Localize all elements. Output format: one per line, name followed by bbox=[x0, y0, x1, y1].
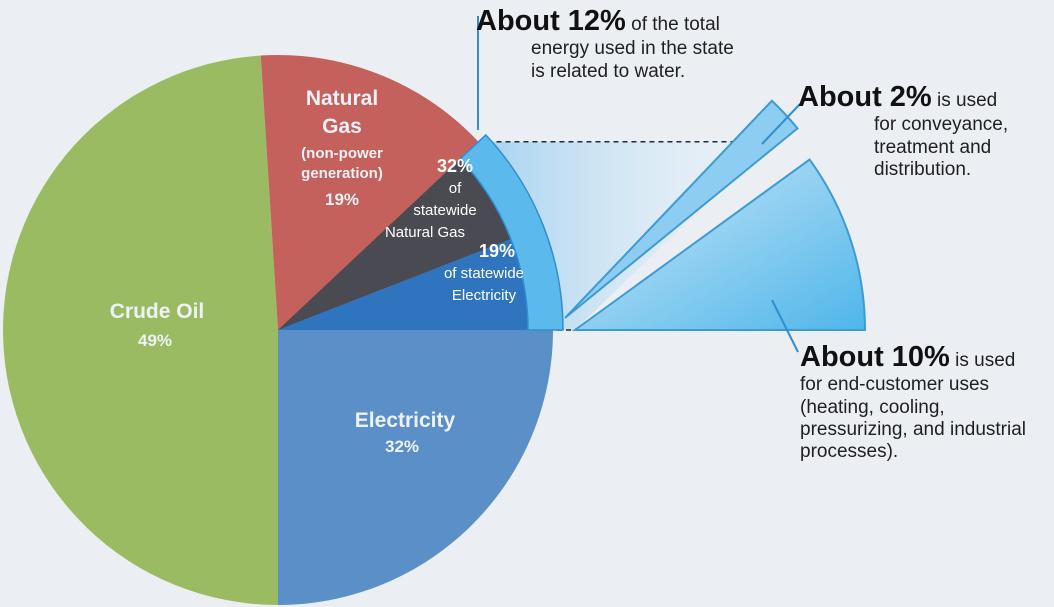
leader-end-customer bbox=[771, 299, 799, 353]
callout-end-customer-rest: is used bbox=[949, 350, 1016, 371]
callout-conveyance-lead: About 2% bbox=[798, 81, 932, 113]
inner-label-natural-gas: statewide bbox=[413, 202, 476, 219]
slice-label-natural-gas: Natural bbox=[306, 87, 378, 110]
callout-conveyance-rest: is used bbox=[931, 90, 998, 111]
callout-water-total: About 12% of the total energy used in th… bbox=[476, 4, 806, 83]
slice-value-electricity: 32% bbox=[385, 437, 419, 456]
slice-value-crude-oil: 49% bbox=[138, 331, 172, 350]
callout-end-customer-line: processes). bbox=[800, 441, 899, 463]
slice-value-natural-gas: 19% bbox=[325, 190, 359, 209]
callout-conveyance-line: for conveyance, bbox=[874, 114, 1009, 136]
callout-conveyance-line: distribution. bbox=[874, 159, 972, 181]
pie-slice-natural-gas bbox=[260, 55, 527, 331]
wedge-end-customer bbox=[571, 158, 867, 331]
inner-value-electricity: 19% bbox=[479, 241, 515, 261]
leader-conveyance bbox=[761, 103, 801, 145]
callout-end-customer-line: for end-customer uses bbox=[800, 374, 990, 396]
callout-water-total-line: energy used in the state bbox=[531, 38, 734, 60]
slice-sublabel-natural-gas: generation) bbox=[301, 165, 383, 182]
callout-water-total-line: is related to water. bbox=[531, 60, 686, 82]
callout-end-customer: About 10% is used for end-customer uses … bbox=[800, 340, 1054, 464]
slice-label-electricity: Electricity bbox=[355, 409, 456, 432]
inner-slice-natural-gas bbox=[278, 158, 511, 330]
callout-end-customer-lead: About 10% bbox=[800, 341, 950, 373]
inner-label-electricity: Electricity bbox=[452, 287, 517, 304]
callout-conveyance-line: treatment and bbox=[874, 136, 992, 158]
slice-label-natural-gas: Gas bbox=[322, 115, 362, 138]
callout-water-total-lead: About 12% bbox=[476, 5, 626, 37]
inner-label-electricity: of statewide bbox=[444, 265, 524, 282]
slice-sublabel-natural-gas: (non-power bbox=[301, 145, 383, 162]
callout-water-total-rest: of the total bbox=[625, 14, 720, 35]
callout-end-customer-line: pressurizing, and industrial bbox=[800, 419, 1027, 441]
inner-label-natural-gas: of bbox=[449, 180, 462, 197]
wedge-conveyance bbox=[564, 99, 799, 319]
inner-value-natural-gas: 32% bbox=[437, 156, 473, 176]
water-rim bbox=[459, 133, 564, 331]
callout-conveyance: About 2% is used for conveyance, treatme… bbox=[798, 80, 1048, 181]
inner-label-natural-gas: Natural Gas bbox=[385, 224, 465, 241]
callout-end-customer-line: (heating, cooling, bbox=[800, 396, 945, 418]
inner-slice-electricity bbox=[278, 239, 528, 330]
pie-slice-crude-oil bbox=[3, 55, 279, 605]
slice-label-crude-oil: Crude Oil bbox=[110, 300, 205, 323]
